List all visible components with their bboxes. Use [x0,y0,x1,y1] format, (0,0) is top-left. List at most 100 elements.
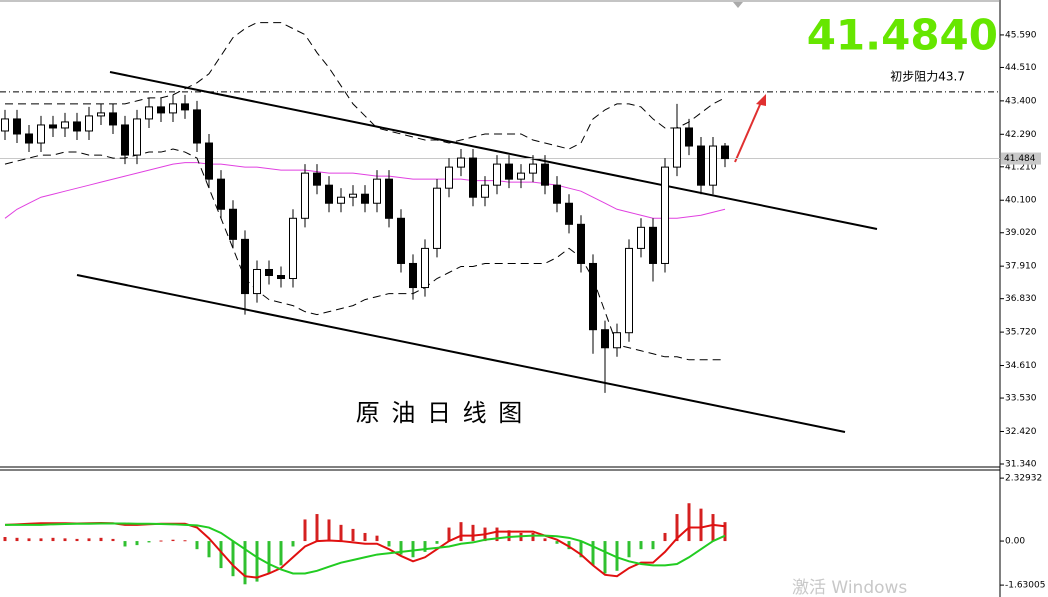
candle-body [397,217,405,264]
candle-body [589,262,597,331]
candle-body [685,127,693,147]
candle-body [373,178,381,204]
candle-body [349,193,357,198]
marker [733,2,743,8]
macd-bar [663,532,667,542]
y-tick-label: 33.530 [1005,394,1037,404]
macd-bar [387,541,391,547]
macd-bar [255,541,259,582]
candle-body [253,268,261,295]
y-tick-label: 32.420 [1005,427,1037,437]
candle-body [577,223,585,264]
macd-bar [183,540,187,542]
candle-body [193,109,201,144]
macd-bar [579,541,583,558]
candle-body [565,202,573,225]
macd-bar [279,541,283,566]
arrow-head [756,94,766,106]
candle-body [517,172,525,180]
macd-bar [291,541,295,547]
candle-body [541,163,549,186]
macd-bar [147,541,151,543]
macd-bar [339,524,343,542]
y-tick-label: 45.590 [1005,30,1037,40]
candle-body [673,127,681,168]
candle-body [697,145,705,186]
macd-bar [543,538,547,542]
y-tick-label: 43.400 [1005,96,1037,106]
macd-bar [51,537,55,542]
candle-body [505,163,513,180]
candle-body [325,184,333,204]
candle-body [109,112,117,126]
candle-body [553,184,561,204]
macd-bar [63,538,67,542]
candle-body [121,124,129,156]
y-tick-label: 37.910 [1005,262,1037,272]
macd-bar [111,538,115,542]
channel-line [109,71,878,230]
y-tick-label: 31.340 [1005,459,1037,469]
candle-body [85,115,93,132]
candle-body [73,121,81,132]
macd-bar [723,522,727,542]
macd-bar [687,503,691,542]
macd-bar [351,528,355,542]
macd-bar [447,527,451,542]
candle-body [289,217,297,280]
last-price-tag [1001,152,1041,165]
candle-body [313,172,321,186]
macd-bar [219,541,223,569]
candle-body [169,103,177,114]
plot-layer: 45.590 44.510 43.400 42.290 41.210 40.100 39.0… [0,22,1045,591]
macd-bar [327,519,331,542]
resistance-label: 初步阻力43.7 [890,70,965,84]
candle-body [37,124,45,144]
y-tick-label: 40.100 [1005,196,1037,206]
macd-bar [27,538,31,542]
macd-bar [567,541,571,550]
candle-body [229,208,237,240]
macd-bar [699,508,703,542]
candle-body [241,238,249,295]
y-tick-label: 39.020 [1005,228,1037,238]
candle-body [49,124,57,129]
macd-bar [375,535,379,542]
y-tick-label: 34.610 [1005,361,1037,371]
y-tick-label: 35.720 [1005,328,1037,338]
candle-body [337,196,345,204]
macd-bar [267,541,271,574]
macd-bar [471,524,475,542]
candle-body [625,247,633,334]
macd-bar [711,514,715,542]
macd-bar [459,522,463,542]
macd-bar [303,519,307,542]
candle-body [205,142,213,180]
candle-body [445,166,453,189]
macd-bar [531,532,535,542]
macd-bar [243,541,247,585]
y-tick-label: 44.510 [1005,63,1037,73]
macd-bar [315,514,319,542]
candle-body [385,178,393,219]
arrow [734,99,763,163]
candle-body [97,112,105,117]
macd-bar [675,514,679,542]
macd-bar [15,537,19,542]
candle-body [637,226,645,249]
y-tick-label: -1.63005 [1005,581,1045,591]
macd-bar [639,541,643,550]
y-tick-label: 36.830 [1005,294,1037,304]
macd-bar [3,537,7,542]
macd-bar [207,541,211,558]
y-tick-label: 0.00 [1005,537,1025,547]
macd-bar [123,541,127,547]
macd-bar [135,541,139,546]
candle-body [361,193,369,204]
macd-bar [39,538,43,542]
macd-bar [87,538,91,542]
macd-bar [75,538,79,542]
macd-bar [195,541,199,550]
macd-bar [99,537,103,542]
band-line [5,22,726,150]
